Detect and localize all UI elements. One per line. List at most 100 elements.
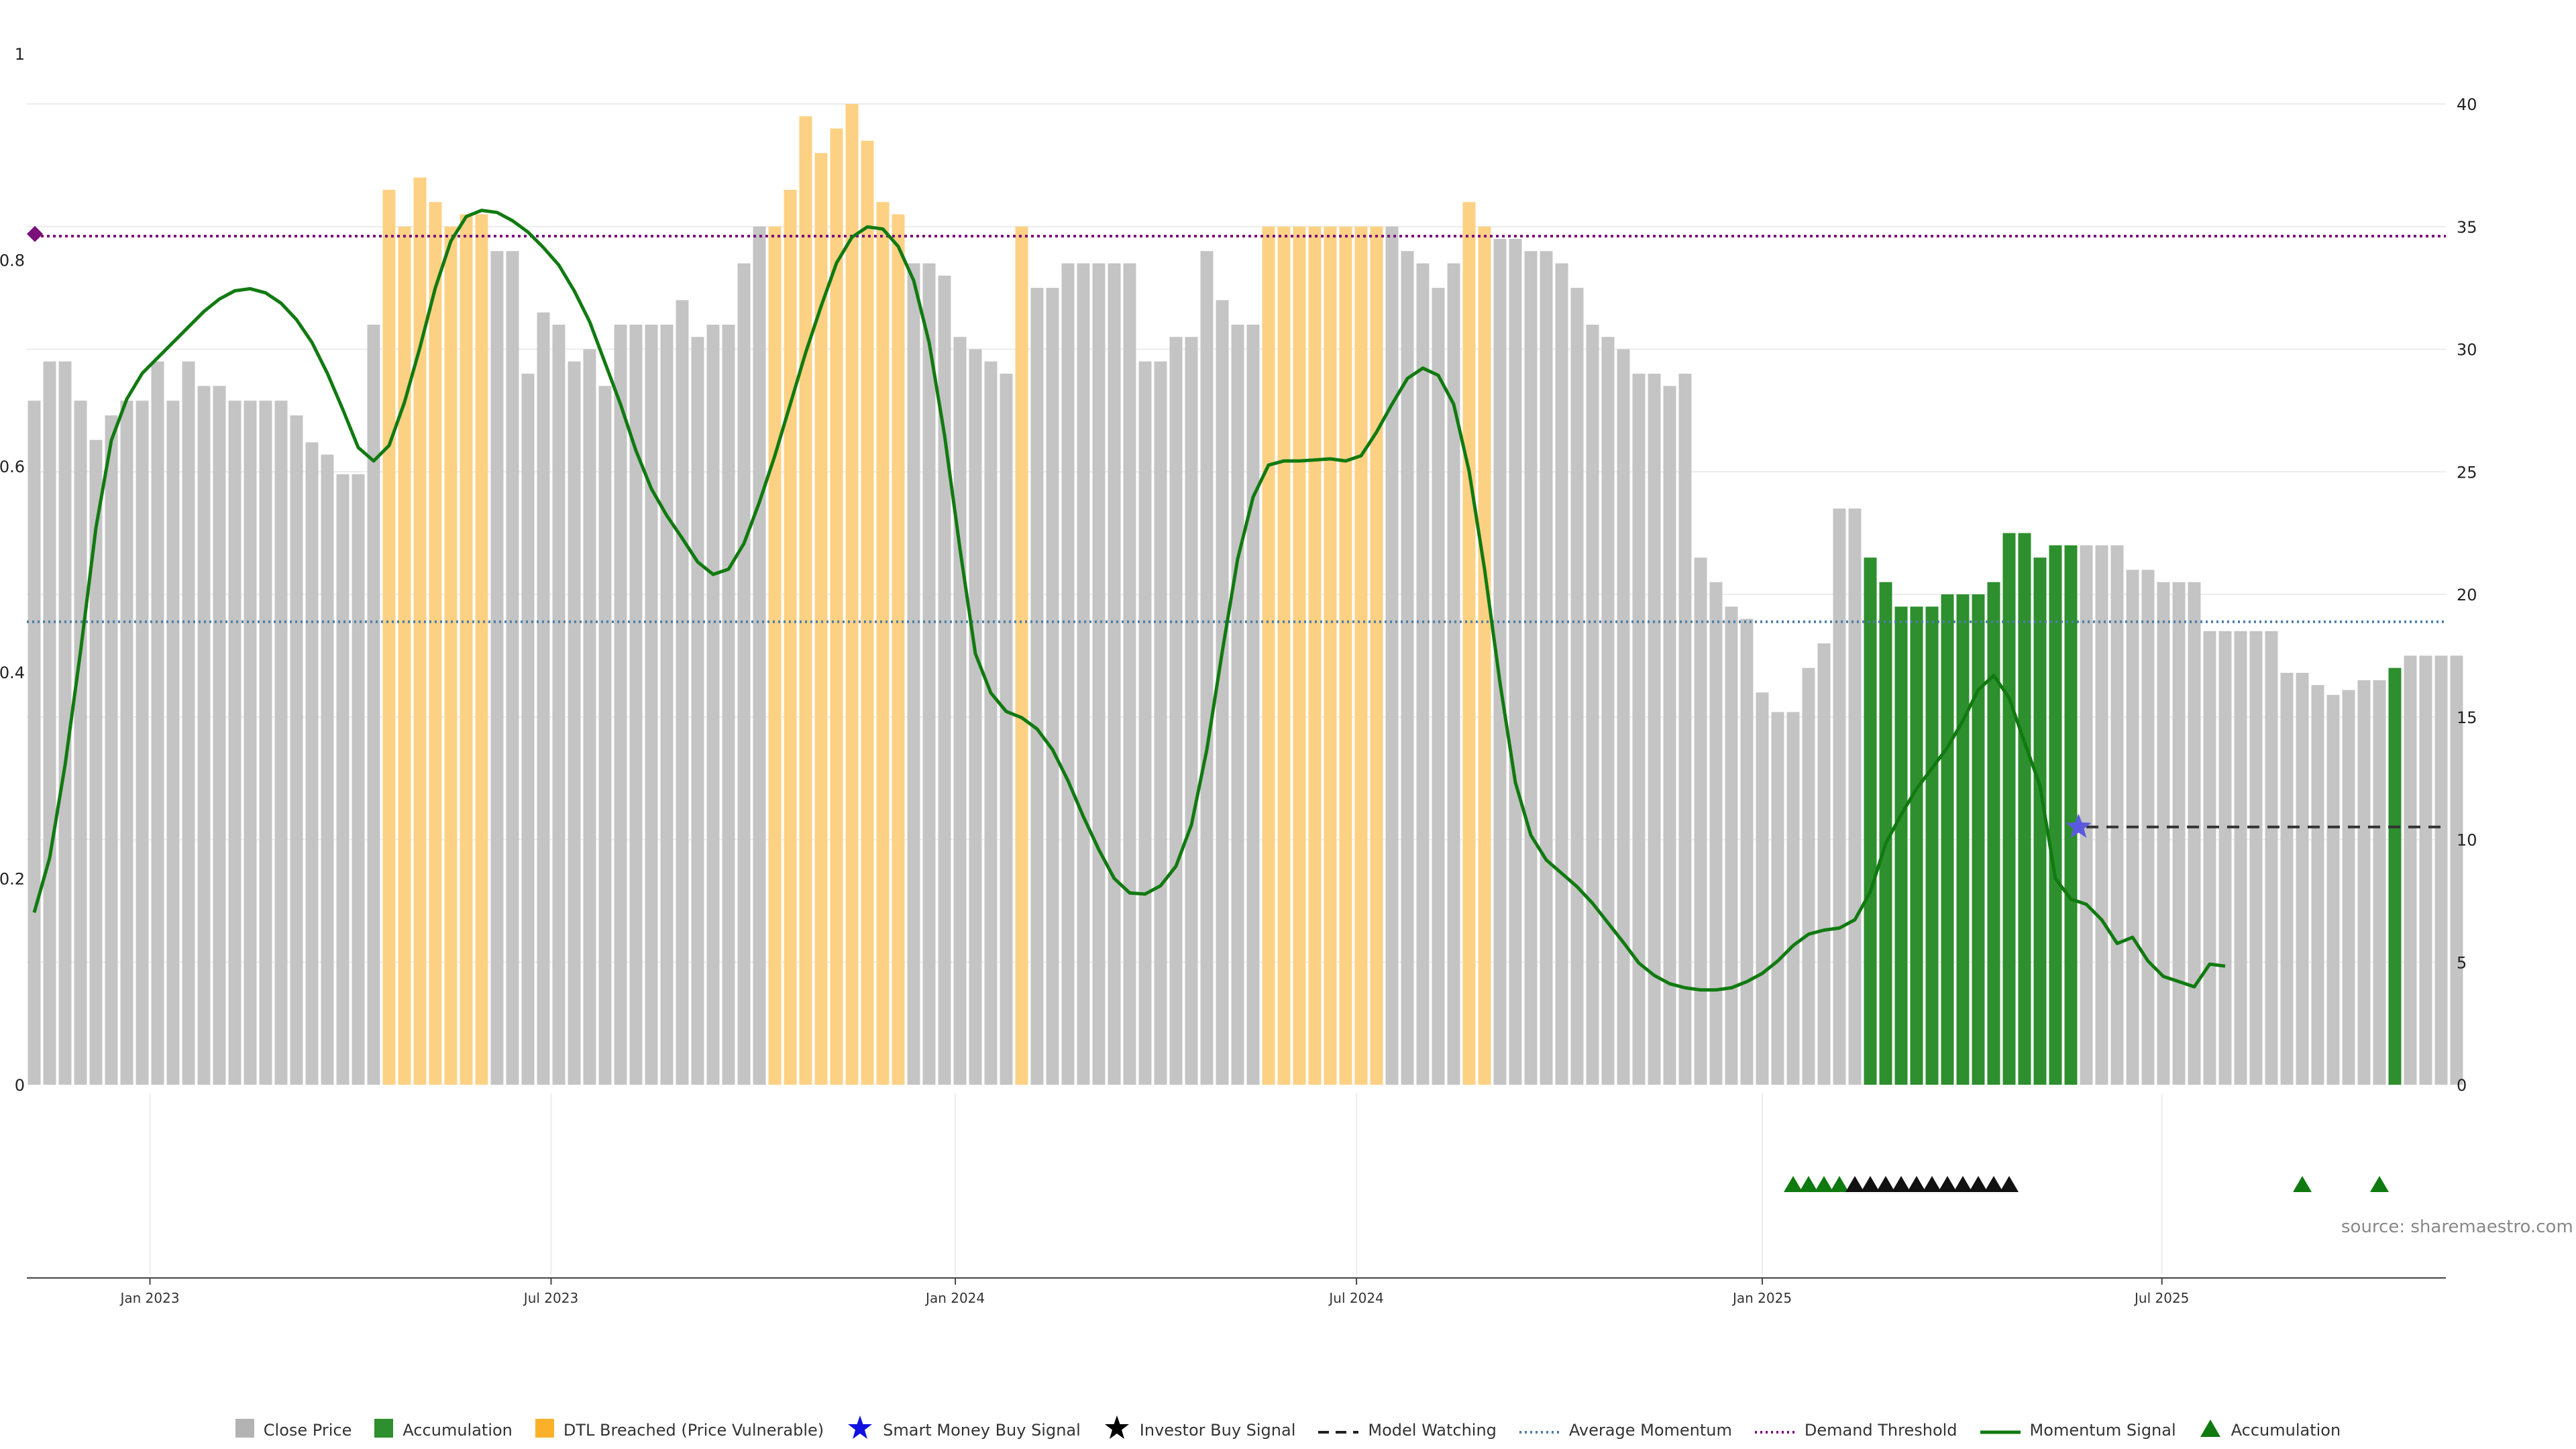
dashed-line-icon [1318, 1421, 1359, 1440]
bar-close [691, 337, 704, 1085]
left-tick-label: 1 [15, 45, 25, 64]
legend-label: DTL Breached (Price Vulnerable) [563, 1421, 824, 1440]
x-tick-label: Jul 2025 [2133, 1290, 2189, 1306]
bar-close [2434, 655, 2448, 1085]
bar-close [1416, 263, 1430, 1085]
bar-close [1709, 582, 1723, 1085]
bar-close [2110, 545, 2124, 1085]
bar-close [244, 400, 257, 1085]
bar-close [2095, 545, 2108, 1085]
bar-dtl [814, 153, 828, 1085]
dotted-blue-line-icon [1519, 1421, 1560, 1440]
bar-close [1231, 324, 1244, 1085]
bar-close [1493, 239, 1507, 1085]
bar-close [1632, 374, 1646, 1085]
legend-item: Model Watching [1318, 1421, 1497, 1440]
bar-close [197, 386, 211, 1085]
bar-close [2342, 690, 2355, 1085]
bar-close [1601, 337, 1615, 1085]
smart-money-buy-star [2065, 813, 2092, 838]
bar-close [1432, 288, 1445, 1085]
x-tick-label: Jan 2024 [924, 1290, 985, 1306]
right-tick-label: 20 [2457, 586, 2477, 604]
bar-close [1771, 712, 1784, 1085]
dotted-purple-line-icon [1754, 1421, 1795, 1440]
bar-close [2280, 672, 2294, 1085]
bar-close [1447, 263, 1460, 1085]
bar-close [74, 400, 87, 1085]
bar-dtl [1015, 226, 1028, 1085]
black-star-icon [1104, 1415, 1130, 1446]
bar-close [43, 361, 56, 1085]
left-tick-label: 0.4 [0, 663, 25, 682]
left-tick-label: 0 [15, 1076, 25, 1095]
bar-close [2357, 680, 2371, 1085]
bar-close [1833, 508, 1846, 1085]
bar-close [1678, 374, 1692, 1085]
bar-dtl [892, 214, 905, 1085]
bar-close [568, 361, 581, 1085]
bar-close [2265, 631, 2278, 1085]
legend-label: Accumulation [2231, 1421, 2341, 1440]
bar-dtl [1462, 202, 1476, 1085]
bar-dtl [1308, 226, 1322, 1085]
bar-dtl [1339, 226, 1352, 1085]
bar-dtl [429, 202, 442, 1085]
right-tick-label: 10 [2457, 831, 2477, 850]
bar-close [1725, 606, 1738, 1085]
legend-item: Investor Buy Signal [1104, 1415, 1296, 1446]
bar-close [2249, 631, 2263, 1085]
right-tick-label: 5 [2457, 953, 2467, 972]
bar-acc [1956, 594, 1970, 1085]
investor-buy-marker [1861, 1176, 1880, 1192]
bar-close [58, 361, 72, 1085]
bar-close [274, 400, 288, 1085]
bar-dtl [799, 116, 812, 1085]
x-tick-label: Jul 2023 [523, 1290, 578, 1306]
bar-close [367, 324, 380, 1085]
bar-close [537, 312, 550, 1085]
bar-close [1694, 557, 1707, 1085]
bar-close [1401, 251, 1414, 1085]
bar-close [2218, 631, 2232, 1085]
bar-acc [2049, 545, 2062, 1085]
bar-close [2419, 655, 2432, 1085]
bar-close [521, 374, 535, 1085]
bar-close [1540, 251, 1553, 1085]
bar-close [552, 324, 566, 1085]
green-line-icon [1980, 1421, 2021, 1440]
bar-close [1617, 349, 1630, 1085]
bar-close [676, 300, 689, 1085]
bar-close [1555, 263, 1568, 1085]
bar-dtl [460, 214, 473, 1085]
bar-close [28, 400, 41, 1085]
bar-close [321, 454, 334, 1085]
legend-label: Average Momentum [1568, 1421, 1732, 1440]
bar-close [1817, 643, 1831, 1085]
accumulation-marker [2370, 1176, 2389, 1192]
bar-close [969, 349, 982, 1085]
bar-acc [1864, 557, 1877, 1085]
green-square-icon [374, 1419, 394, 1442]
right-tick-label: 30 [2457, 341, 2477, 360]
legend-label: Close Price [263, 1421, 352, 1440]
investor-buy-marker [1892, 1176, 1911, 1192]
bar-close [984, 361, 998, 1085]
bar-acc [1925, 606, 1939, 1085]
bar-close [182, 361, 195, 1085]
investor-buy-marker [1969, 1176, 1988, 1192]
bar-close [583, 349, 596, 1085]
bar-close [598, 386, 612, 1085]
bar-close [1524, 251, 1538, 1085]
bar-close [213, 386, 226, 1085]
accumulation-marker [1830, 1176, 1849, 1192]
bar-close [336, 474, 350, 1085]
bar-close [89, 439, 103, 1085]
x-tick-label: Jul 2024 [1328, 1290, 1383, 1306]
bar-close [2234, 631, 2247, 1085]
bar-close [645, 324, 658, 1085]
investor-buy-marker [1907, 1176, 1926, 1192]
bar-close [1061, 263, 1075, 1085]
legend-label: Investor Buy Signal [1139, 1421, 1296, 1440]
